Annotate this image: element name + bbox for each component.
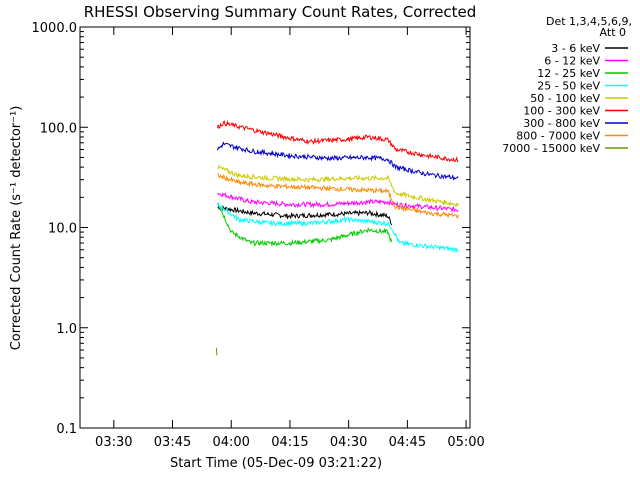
legend-entry-label: 100 - 300 keV (523, 105, 600, 118)
legend-entry-label: 300 - 800 keV (523, 117, 600, 130)
legend-entry-label: 800 - 7000 keV (516, 130, 600, 143)
y-tick-label: 10.0 (48, 222, 77, 237)
series-line (217, 202, 393, 247)
y-tick-label: 0.1 (56, 422, 77, 437)
legend-entry-label: 12 - 25 keV (537, 67, 600, 80)
y-tick-label: 1.0 (56, 322, 77, 337)
x-tick-label: 05:00 (447, 435, 484, 450)
x-tick-label: 04:45 (389, 435, 426, 450)
series-line (217, 204, 393, 226)
x-tick-label: 04:00 (212, 435, 249, 450)
x-tick-label: 04:15 (271, 435, 308, 450)
series-line (217, 173, 459, 219)
series-line (217, 141, 459, 181)
plot-area: 0.1 1.0 10.0 100.0 1000.0 03:30 03:45 04:00 04:1… (32, 15, 633, 450)
series-line (215, 347, 218, 356)
series-line (217, 164, 459, 208)
x-tick-label: 04:30 (330, 435, 367, 450)
y-tick-label: 100.0 (40, 121, 77, 136)
legend-entry-label: 25 - 50 keV (537, 80, 600, 93)
series-line (217, 202, 459, 254)
x-tick-label: 03:30 (95, 435, 132, 450)
legend-entry-label: 3 - 6 keV (551, 42, 600, 55)
x-tick-label: 03:45 (154, 435, 191, 450)
y-axis-label: Corrected Count Rate (s⁻¹ detector⁻¹) (9, 106, 24, 351)
legend-entry-label: 7000 - 15000 keV (502, 142, 600, 155)
legend-header: Det 1,3,4,5,6,9, (546, 15, 632, 28)
series-line (217, 191, 459, 214)
plot-frame (79, 26, 471, 429)
series-line (217, 119, 459, 163)
legend-entry-label: 50 - 100 keV (530, 92, 600, 105)
y-tick-label: 1000.0 (32, 21, 78, 36)
legend-header: Att 0 (600, 26, 626, 39)
x-axis-label: Start Time (05-Dec-09 03:21:22) (170, 456, 382, 471)
chart-title: RHESSI Observing Summary Count Rates, Co… (84, 3, 477, 21)
legend-entry-label: 6 - 12 keV (544, 55, 600, 68)
